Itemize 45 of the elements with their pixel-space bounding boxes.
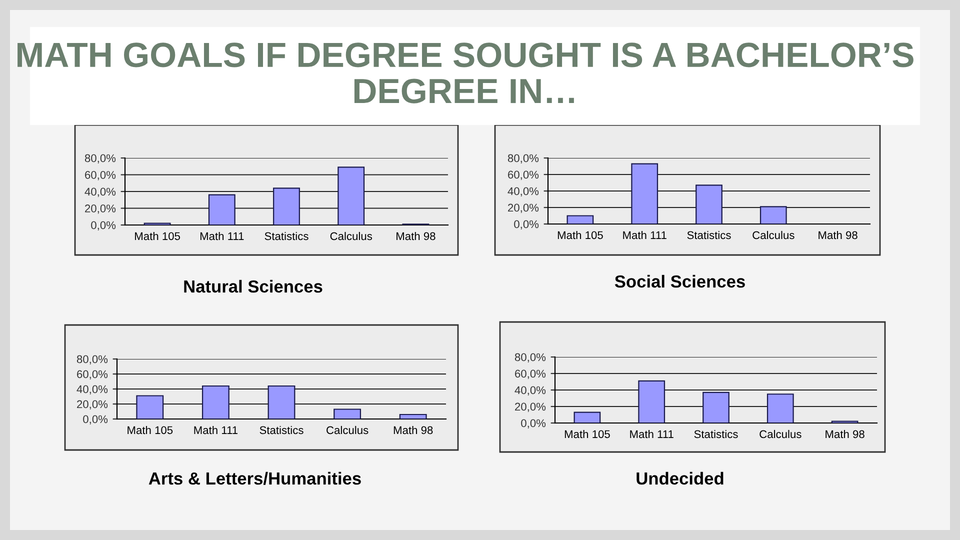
- y-tick-label: 0,0%: [83, 415, 108, 424]
- y-tick-label: 0,0%: [521, 419, 546, 428]
- y-tick-label: 80,0%: [508, 154, 539, 164]
- y-tick-label: 40,0%: [84, 188, 116, 197]
- x-tick-label: Calculus: [330, 232, 372, 240]
- y-tick-label: 20,0%: [508, 204, 539, 213]
- x-tick-label: Math 98: [826, 430, 864, 438]
- y-tick-label: 80,0%: [84, 154, 116, 164]
- y-tick-label: 0,0%: [514, 220, 539, 230]
- y-tick-label: 20,0%: [515, 402, 546, 412]
- x-tick-label: Math 98: [396, 232, 436, 240]
- x-tick-label: Statistics: [260, 426, 304, 434]
- x-tick-label: Statistics: [694, 430, 738, 438]
- y-tick-label: 60,0%: [85, 171, 116, 180]
- text: MATH GOALS IF DEGREE SOUGHT IS A BACHELOR’S DEGREE IN…: [18, 42, 914, 104]
- y-tick-label: 40,0%: [76, 385, 108, 394]
- y-tick-label: 40,0%: [508, 187, 539, 196]
- y-tick-label: 20,0%: [77, 400, 108, 410]
- y-tick-label: 20,0%: [85, 204, 116, 214]
- y-tick-label: 40,0%: [514, 386, 546, 396]
- x-tick-label: Calculus: [326, 426, 368, 434]
- y-tick-label: 60,0%: [515, 370, 546, 379]
- x-tick-label: Math 111: [623, 230, 666, 240]
- x-tick-label: Math 98: [394, 426, 433, 434]
- x-tick-label: Math 105: [558, 230, 603, 240]
- x-tick-label: Math 105: [564, 430, 610, 438]
- x-tick-label: Math 98: [818, 230, 858, 240]
- x-tick-label: Math 111: [630, 430, 674, 438]
- x-tick-label: Statistics: [687, 230, 731, 240]
- text: Natural Sciences: [184, 280, 322, 293]
- y-tick-label: 0,0%: [91, 221, 116, 230]
- y-tick-label: 60,0%: [508, 170, 539, 180]
- x-tick-label: Calculus: [760, 430, 802, 438]
- y-tick-label: 80,0%: [76, 355, 108, 364]
- x-tick-label: Math 105: [135, 232, 180, 240]
- x-tick-label: Math 111: [200, 232, 244, 240]
- x-tick-label: Statistics: [264, 232, 308, 240]
- text: Arts & Letters/Humanities: [148, 472, 361, 485]
- y-tick-label: 60,0%: [77, 370, 108, 380]
- x-tick-label: Calculus: [752, 230, 794, 240]
- x-tick-label: Math 111: [194, 426, 238, 434]
- text: Social Sciences: [614, 274, 745, 288]
- text: Undecided: [636, 472, 724, 485]
- y-tick-label: 80,0%: [514, 353, 546, 362]
- x-tick-label: Math 105: [128, 426, 173, 434]
